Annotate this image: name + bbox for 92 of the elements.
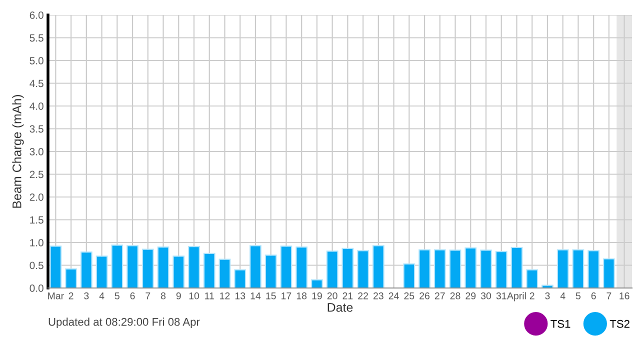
bar bbox=[326, 250, 338, 288]
bar bbox=[434, 249, 446, 288]
y-tick-label: 1.0 bbox=[30, 239, 44, 246]
bar bbox=[311, 279, 323, 288]
bar bbox=[603, 258, 615, 288]
bar bbox=[357, 250, 369, 288]
y-tick-label: 3.5 bbox=[30, 125, 44, 133]
x-tick-label: 30 bbox=[480, 292, 492, 300]
bar bbox=[80, 252, 92, 288]
bar bbox=[50, 246, 62, 288]
bar bbox=[234, 269, 246, 288]
x-axis-title: Date bbox=[328, 303, 353, 312]
x-tick-label: 10 bbox=[189, 292, 200, 300]
x-tick-label: 12 bbox=[220, 292, 230, 300]
bar bbox=[588, 250, 600, 288]
x-tick-label: 31 bbox=[496, 292, 506, 300]
y-tick-label: 2.0 bbox=[30, 194, 44, 201]
x-tick-label: 6 bbox=[591, 292, 596, 300]
x-tick-label: April bbox=[507, 292, 526, 302]
x-tick-label: 17 bbox=[282, 292, 292, 300]
legend-label: TS1 bbox=[550, 320, 570, 328]
bar bbox=[111, 244, 124, 288]
bar bbox=[480, 250, 492, 288]
x-tick-label: 3 bbox=[545, 292, 550, 300]
bar bbox=[542, 284, 554, 288]
y-tick-label: 5.5 bbox=[30, 34, 44, 42]
bar bbox=[264, 254, 277, 288]
x-tick-label: 13 bbox=[235, 292, 246, 300]
x-tick-label: 2 bbox=[68, 292, 74, 300]
x-tick-label: 26 bbox=[420, 292, 430, 300]
bar bbox=[250, 245, 262, 288]
x-tick-label: 8 bbox=[160, 292, 166, 300]
bar bbox=[495, 251, 508, 288]
x-tick-label: 6 bbox=[130, 292, 135, 300]
x-tick-label: 5 bbox=[114, 292, 120, 300]
y-tick-label: 5.0 bbox=[30, 57, 44, 64]
x-tick-label: 11 bbox=[205, 292, 214, 300]
bar bbox=[296, 246, 308, 288]
bar bbox=[556, 249, 569, 288]
bar bbox=[572, 249, 584, 288]
text: Updated at 08:29:00 Fri 08 Apr bbox=[48, 318, 200, 328]
bar bbox=[418, 249, 430, 288]
x-tick-label: 4 bbox=[560, 292, 566, 300]
x-tick-label: 28 bbox=[450, 292, 460, 300]
y-tick-label: 0.0 bbox=[30, 284, 44, 292]
bar bbox=[342, 248, 354, 288]
x-tick-label: 5 bbox=[576, 292, 581, 300]
x-tick-label: 3 bbox=[84, 292, 89, 300]
y-tick-label: 6.0 bbox=[30, 12, 44, 19]
bar bbox=[510, 246, 523, 288]
bar bbox=[403, 263, 416, 288]
x-tick-label: 2 bbox=[530, 292, 534, 300]
bar bbox=[203, 252, 216, 288]
x-tick-label: 18 bbox=[296, 292, 307, 300]
x-tick-label: 20 bbox=[327, 292, 338, 300]
y-tick-label: 4.5 bbox=[30, 80, 44, 88]
bar bbox=[464, 247, 477, 288]
x-tick-label: 21 bbox=[342, 292, 353, 300]
x-tick-label: 7 bbox=[606, 292, 612, 300]
bar bbox=[142, 248, 154, 288]
bar bbox=[218, 258, 231, 288]
x-tick-label: 27 bbox=[434, 292, 445, 300]
bar bbox=[96, 256, 108, 288]
x-tick-label: 7 bbox=[146, 292, 150, 300]
y-tick-label: 3.0 bbox=[30, 148, 44, 156]
x-tick-label: 25 bbox=[404, 292, 414, 300]
bar bbox=[188, 246, 200, 288]
x-tick-label: 16 bbox=[620, 292, 630, 300]
x-tick-label: 24 bbox=[388, 292, 399, 300]
x-tick-label: 23 bbox=[374, 292, 384, 300]
x-tick-label: 15 bbox=[266, 292, 276, 300]
bar bbox=[280, 246, 292, 288]
x-tick-label: 14 bbox=[250, 292, 261, 300]
legend-label: TS2 bbox=[610, 320, 630, 328]
x-tick-label: 9 bbox=[176, 292, 181, 300]
bar bbox=[449, 250, 462, 288]
x-tick-label: Mar bbox=[48, 292, 64, 300]
y-axis-title: Beam Charge (mAh) bbox=[12, 94, 24, 208]
x-tick-label: 29 bbox=[466, 292, 476, 300]
x-tick-label: 22 bbox=[358, 292, 368, 300]
x-tick-label: 4 bbox=[99, 292, 104, 300]
bar bbox=[526, 269, 538, 288]
bar bbox=[372, 245, 384, 288]
bar bbox=[65, 268, 77, 288]
bar bbox=[126, 245, 138, 288]
x-tick-label: 19 bbox=[312, 292, 322, 300]
y-tick-label: 4.0 bbox=[30, 102, 44, 110]
y-tick-label: 0.5 bbox=[30, 262, 44, 270]
y-tick-label: 1.5 bbox=[30, 216, 44, 224]
y-tick-label: 2.5 bbox=[30, 170, 44, 178]
bar bbox=[157, 246, 170, 288]
bar bbox=[172, 256, 185, 288]
